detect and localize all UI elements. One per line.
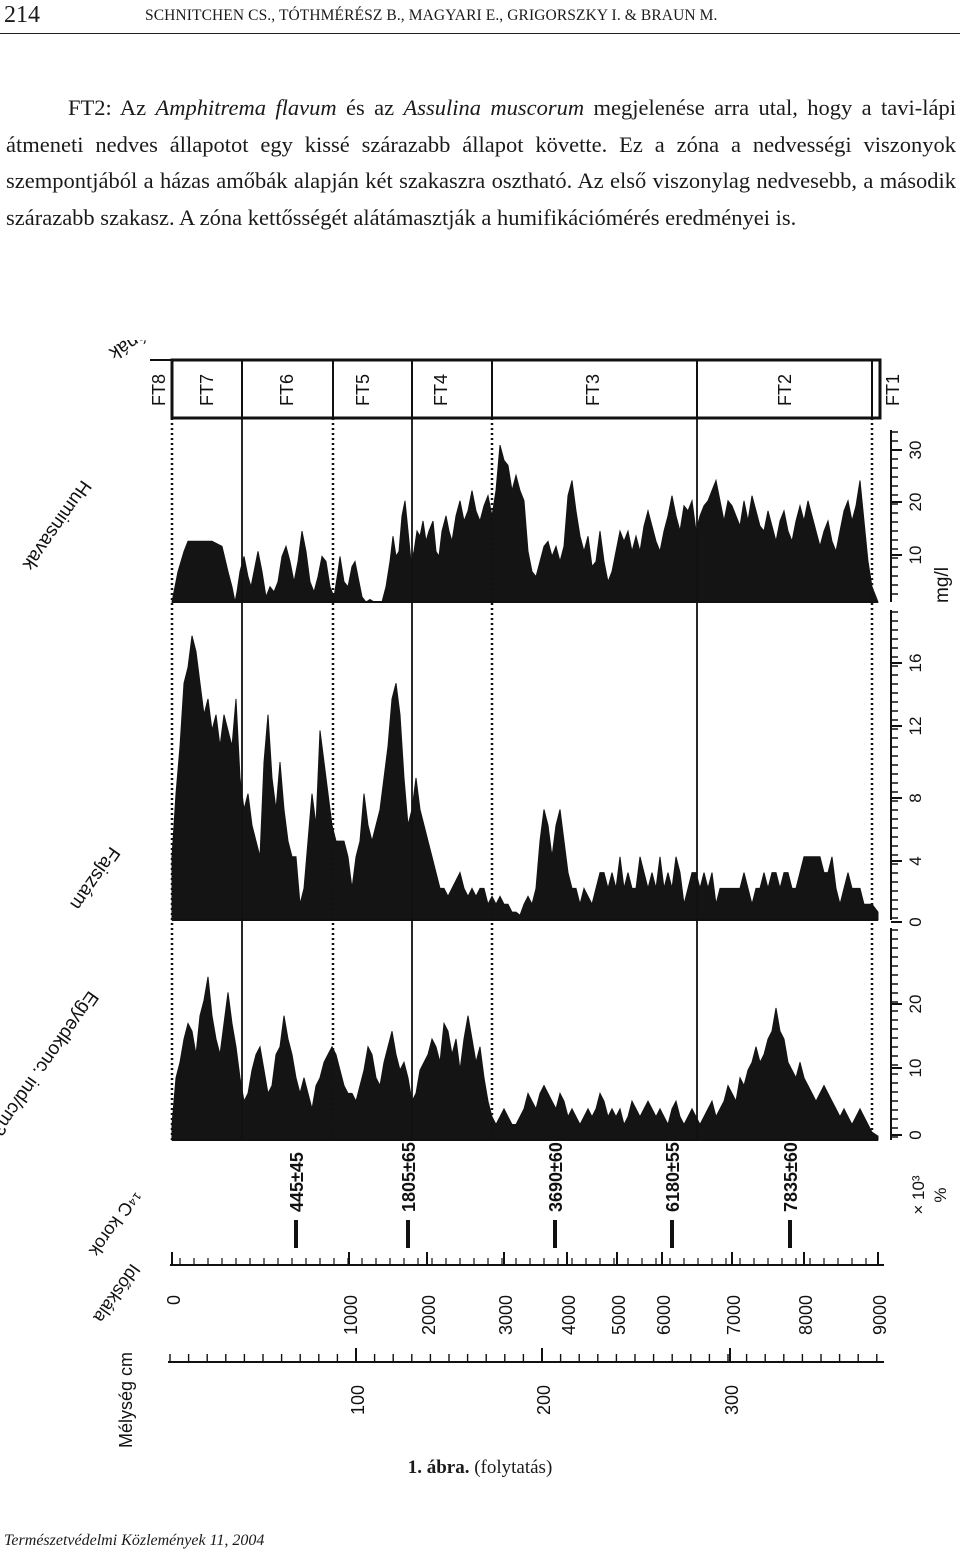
depth-axis-label: Mélység cm [116, 1352, 136, 1448]
figure-caption: 1. ábra. (folytatás) [0, 1457, 960, 1479]
unit-mgl: mg/l [932, 567, 953, 603]
profile-silhouette-2 [171, 635, 879, 921]
panel-tick-label: 0 [906, 1130, 925, 1139]
radiocarbon-date-label: 445±45 [287, 1152, 307, 1212]
panel-label-fajszam: Fajszám [65, 843, 123, 914]
panel-tick-label: 10 [906, 1059, 925, 1078]
panel-tick-label: 4 [906, 856, 925, 865]
unit-percent: % [931, 1187, 950, 1202]
depth-tick-label: 100 [348, 1385, 368, 1415]
panel-tick-label: 20 [906, 493, 925, 512]
radiocarbon-axis-label: ¹⁴C korok [84, 1187, 144, 1261]
zone-label: FT6 [277, 374, 297, 406]
panel-tick-label: 30 [906, 441, 925, 460]
radiocarbon-date-label: 6180±55 [663, 1142, 683, 1212]
timescale-axis-label: Időskála [89, 1260, 144, 1327]
running-head: SCHNITCHEN CS., TÓTHMÉRÉSZ B., MAGYARI E… [145, 7, 718, 24]
timescale-tick-label: 8000 [796, 1295, 816, 1335]
zone-label: FT7 [197, 374, 217, 406]
zone-box [170, 358, 882, 420]
panel-label-huminsavak: Huminsavak [18, 476, 95, 574]
timescale-tick-label: 0 [164, 1295, 184, 1305]
profile-silhouette-3 [171, 976, 879, 1141]
figure: FT8 FT7 FT6 FT5 FT4 FT3 FT2 FT1 Zónák 10 20 30 0 4 8 12… [0, 340, 960, 1450]
timescale-tick-label: 9000 [870, 1295, 890, 1335]
profile-figure: FT8 FT7 FT6 FT5 FT4 FT3 FT2 FT1Zónák10203004812… [0, 340, 953, 1448]
radiocarbon-date-label: 3690±60 [546, 1142, 566, 1212]
timescale-tick-label: 1000 [341, 1295, 361, 1335]
panel-tick-label: 8 [906, 793, 925, 802]
journal-footer: Természetvédelmi Közlemények 11, 2004 [4, 1532, 265, 1549]
timescale-tick-label: 5000 [609, 1295, 629, 1335]
timescale-tick-label: 2000 [419, 1295, 439, 1335]
timescale-tick-label: 6000 [654, 1295, 674, 1335]
species-name-2: Assulina muscorum [403, 95, 585, 120]
zone-label: FT3 [583, 374, 603, 406]
panel-tick-label: 12 [906, 717, 925, 736]
timescale-tick-label: 4000 [559, 1295, 579, 1335]
panel-label-egyedkonc: Egyedkonc. ind/cm3 [0, 987, 102, 1139]
depth-tick-label: 200 [534, 1385, 554, 1415]
zone-label: FT4 [431, 374, 451, 406]
radiocarbon-date-label: 7835±60 [781, 1142, 801, 1212]
figure-number: 1. ábra. [407, 1457, 470, 1478]
profile-silhouette-1 [171, 444, 879, 603]
caption-text: (folytatás) [469, 1457, 553, 1478]
body-text-3: megjelenése arra utal, hogy a tavi-lápi … [6, 95, 956, 230]
unit-x1000: × 10³ [909, 1175, 928, 1215]
depth-tick-label: 300 [722, 1385, 742, 1415]
radiocarbon-date-label: 1805±65 [399, 1142, 419, 1212]
timescale-tick-label: 3000 [496, 1295, 516, 1335]
body-text-2: és az [336, 95, 404, 120]
panel-tick-label: 20 [906, 995, 925, 1014]
species-name-1: Amphitrema flavum [155, 95, 337, 120]
timescale-tick-label: 7000 [724, 1295, 744, 1335]
zone-label: FT2 [775, 374, 795, 406]
body-text-1: FT2: Az [68, 95, 156, 120]
panel-tick-label: 10 [906, 546, 925, 565]
zone-label: FT5 [353, 374, 373, 406]
panel-tick-label: 16 [906, 654, 925, 673]
zone-label: FT1 [883, 374, 903, 406]
zone-label: FT8 [149, 374, 169, 406]
page-header: 214 SCHNITCHEN CS., TÓTHMÉRÉSZ B., MAGYA… [0, 0, 960, 34]
body-paragraph: FT2: Az Amphitrema flavum és az Assulina… [6, 90, 956, 236]
header-rule [0, 33, 960, 34]
panel-tick-label: 0 [906, 917, 925, 926]
page-number: 214 [4, 2, 40, 28]
